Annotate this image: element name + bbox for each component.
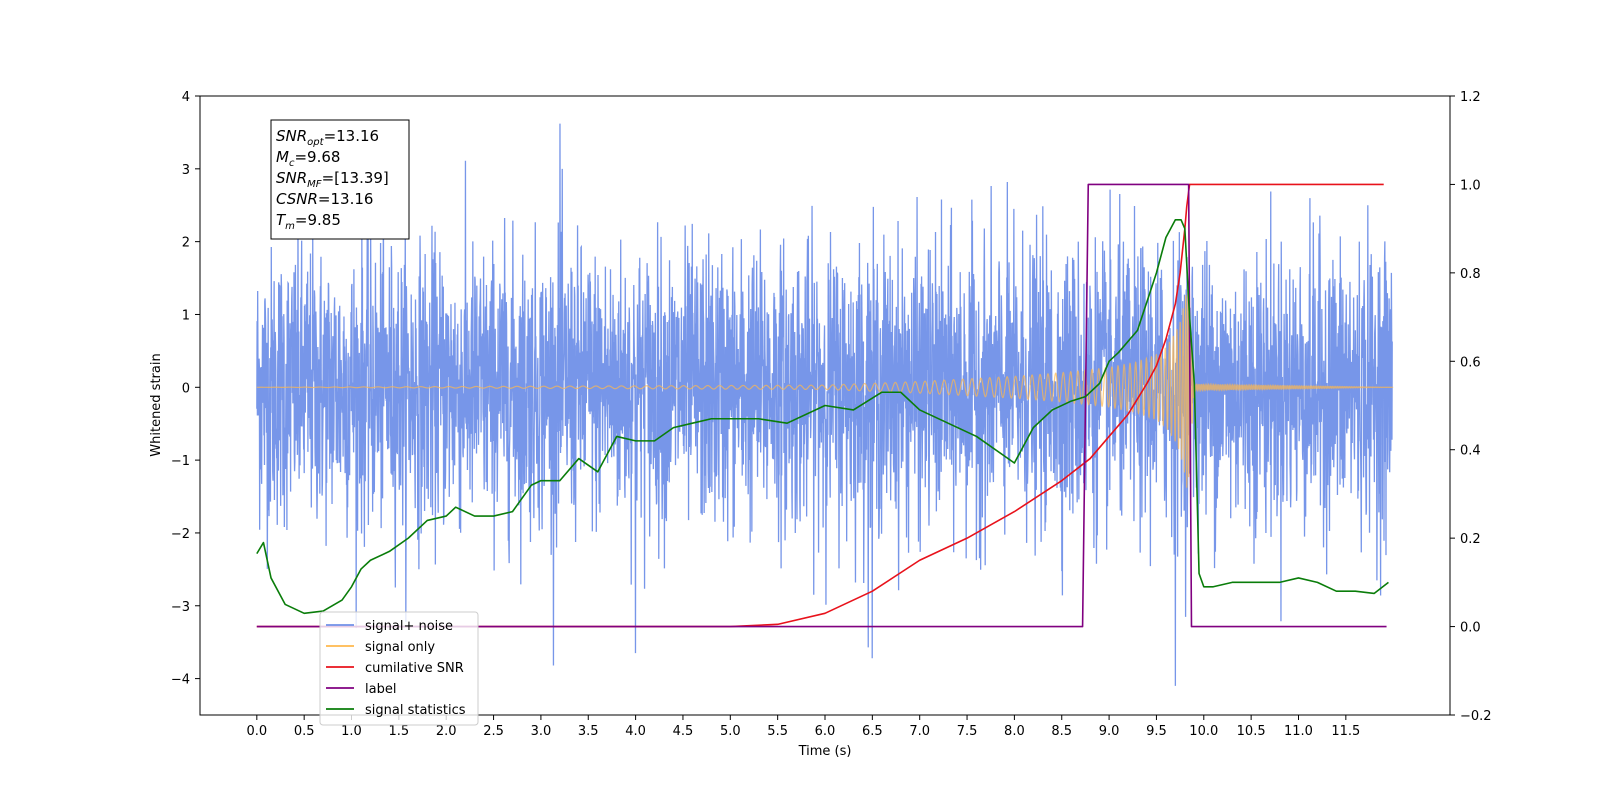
x-tick-label: 1.5 <box>389 724 410 739</box>
y-right-tick-label: 0.0 <box>1460 621 1481 636</box>
annotation-symbol: M <box>276 148 289 166</box>
y-right-tick-label: 1.2 <box>1460 90 1481 105</box>
x-tick-label: 10.0 <box>1189 724 1218 739</box>
x-tick-label: 0.5 <box>294 724 315 739</box>
annotation-subscript: c <box>289 158 295 169</box>
annotation-line: Mc=9.68 <box>276 148 340 169</box>
series-cumilative-snr <box>256 183 1384 628</box>
annotation-value: =13.16 <box>324 127 380 145</box>
y-tick-label: −2 <box>171 527 190 542</box>
legend-label: signal+ noise <box>365 619 453 634</box>
x-tick-label: 6.0 <box>815 724 836 739</box>
series-signal-only <box>256 282 1394 488</box>
y-tick-label: −1 <box>171 454 190 469</box>
annotation-line: CSNR=13.16 <box>276 190 373 208</box>
x-tick-label: 9.0 <box>1099 724 1120 739</box>
legend-label: cumilative SNR <box>365 661 464 676</box>
x-tick-label: 3.0 <box>531 724 552 739</box>
series-signal-statistics <box>256 219 1389 615</box>
y-tick-label: 3 <box>182 163 190 178</box>
x-tick-label: 10.5 <box>1237 724 1266 739</box>
annotation-line: Tm=9.85 <box>276 211 341 232</box>
series-signal-noise <box>256 123 1393 686</box>
x-tick-label: 9.5 <box>1146 724 1167 739</box>
annotation-value: =9.68 <box>294 148 340 166</box>
y-right-tick-label: 0.2 <box>1460 532 1481 547</box>
annotation-value: =13.16 <box>318 190 374 208</box>
x-tick-label: 2.5 <box>483 724 504 739</box>
x-tick-label: 4.0 <box>625 724 646 739</box>
y-tick-label: 4 <box>182 90 190 105</box>
y-right-tick-label: 0.4 <box>1460 444 1481 459</box>
annotation-symbol: T <box>276 211 287 229</box>
annotation-line: SNRopt=13.16 <box>276 127 379 148</box>
legend-label: label <box>365 682 396 697</box>
series-label <box>256 183 1387 628</box>
y-tick-label: −4 <box>171 673 190 688</box>
x-tick-label: 3.5 <box>578 724 599 739</box>
legend-label: signal only <box>365 640 435 655</box>
x-tick-label: 7.0 <box>909 724 930 739</box>
x-tick-label: 0.0 <box>246 724 267 739</box>
y-tick-label: −3 <box>171 600 190 615</box>
annotation-symbol: CSNR <box>276 190 318 208</box>
annotation-subscript: opt <box>307 137 324 148</box>
y-right-tick-label: 0.8 <box>1460 267 1481 282</box>
annotation-subscript: MF <box>307 179 322 190</box>
x-tick-label: 4.5 <box>673 724 694 739</box>
y-tick-label: 1 <box>182 308 190 323</box>
y-axis-title: Whitened strain <box>149 353 164 456</box>
x-tick-label: 5.5 <box>767 724 788 739</box>
y-tick-label: 0 <box>182 381 190 396</box>
x-tick-label: 8.0 <box>1004 724 1025 739</box>
annotation-subscript: m <box>285 221 295 232</box>
x-tick-label: 5.0 <box>720 724 741 739</box>
x-tick-label: 7.5 <box>957 724 978 739</box>
x-tick-label: 8.5 <box>1051 724 1072 739</box>
annotation-symbol: SNR <box>276 169 307 187</box>
plot-series-layer <box>256 123 1394 686</box>
axes-layer: 0.0 0.5 1.0 1.5 2.0 2.5 3.0 3.5 4.0 4.5 5.0 5.5 6.0 6… <box>171 90 1492 739</box>
x-tick-label: 2.0 <box>436 724 457 739</box>
legend-frame <box>319 611 479 726</box>
legend: signal+ noise signal only cumilative SNR la… <box>319 611 479 726</box>
x-tick-label: 11.0 <box>1284 724 1313 739</box>
annotation-line: SNRMF=[13.39] <box>276 169 389 190</box>
annotation-value: =9.85 <box>295 211 341 229</box>
x-tick-label: 1.0 <box>341 724 362 739</box>
y-right-tick-label: −0.2 <box>1460 709 1492 724</box>
x-tick-label: 6.5 <box>862 724 883 739</box>
legend-label: signal statistics <box>365 703 466 718</box>
x-tick-label: 11.5 <box>1331 724 1360 739</box>
y-tick-label: 2 <box>182 236 190 251</box>
y-right-tick-label: 0.6 <box>1460 355 1481 370</box>
annotation-value: =[13.39] <box>322 169 389 187</box>
x-axis-title: Time (s) <box>798 744 852 759</box>
annotation-frame <box>270 119 410 240</box>
annotation-symbol: SNR <box>276 127 307 145</box>
annotation-box: SNRopt=13.16Mc=9.68SNRMF=[13.39]CSNR=13.… <box>270 119 410 240</box>
y-right-tick-label: 1.0 <box>1460 178 1481 193</box>
